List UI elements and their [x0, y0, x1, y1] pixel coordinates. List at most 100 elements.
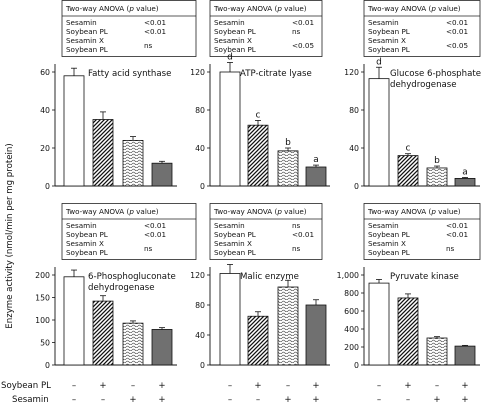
anova-row-name: Sesamin: [66, 18, 97, 27]
condition-symbol: +: [99, 381, 106, 391]
bars: d c b a: [368, 57, 476, 187]
anova-box: Two-way ANOVA (p value) Sesamin ns Soybean …: [209, 203, 323, 260]
anova-row-name: Soybean PL: [214, 248, 256, 257]
bars: [219, 264, 327, 366]
anova-header-start: Two-way ANOVA (: [213, 4, 278, 13]
significance-letter: d: [227, 53, 233, 63]
panel-title: Malic enzyme: [240, 272, 299, 282]
anova-row-value: ns: [144, 41, 153, 50]
anova-header-p: p: [430, 207, 436, 216]
anova-row-value: ns: [144, 244, 153, 253]
condition-symbol: +: [158, 395, 165, 405]
anova-row-name: Sesamin X: [368, 36, 406, 45]
condition-symbol: –: [406, 395, 410, 405]
anova-row-name: Soybean PL: [214, 230, 256, 239]
anova-row-name: Sesamin X: [368, 239, 406, 248]
anova-row-name: Sesamin: [368, 18, 399, 27]
anova-header: Two-way ANOVA (p value): [65, 207, 159, 216]
y-tick-label: 40: [349, 144, 359, 153]
panel-title: dehydrogenase: [390, 80, 457, 90]
panel-5: Two-way ANOVA (p value) Sesamin ns Soybean …: [190, 203, 330, 370]
y-tick-label: 1,000: [337, 271, 359, 280]
y-tick-label: 80: [195, 106, 205, 115]
anova-row-name: Soybean PL: [66, 27, 108, 36]
anova-row-value: <0.01: [446, 27, 468, 36]
anova-row-name: Soybean PL: [66, 45, 108, 54]
anova-row-value: <0.01: [292, 18, 314, 27]
bar: [92, 119, 114, 187]
anova-header-start: Two-way ANOVA (: [367, 207, 432, 216]
bar: [219, 273, 241, 366]
anova-row-value: <0.05: [292, 41, 314, 50]
y-tick-label: 120: [190, 271, 205, 280]
panel-title: Glucose 6-phosphate: [390, 69, 481, 79]
condition-symbol: +: [254, 381, 261, 391]
anova-header-end: value): [282, 4, 307, 13]
y-tick-label: 600: [344, 307, 359, 316]
condition-symbol: +: [312, 395, 319, 405]
anova-row-value: <0.01: [144, 27, 166, 36]
anova-header-end: value): [436, 4, 461, 13]
anova-header-p: p: [128, 207, 134, 216]
anova-row-name: Soybean PL: [368, 45, 410, 54]
bar: [277, 286, 299, 366]
condition-label: Soybean PL: [1, 381, 51, 391]
anova-header: Two-way ANOVA (p value): [367, 4, 461, 13]
y-tick-label: 200: [344, 343, 359, 352]
panel-2: Two-way ANOVA (p value) Sesamin <0.01 Soybe…: [190, 0, 330, 191]
condition-table: Soybean PL – + – + – + – + – + – + Sesamin – – + + – – + + – – +…: [1, 381, 469, 405]
condition-symbol: –: [377, 395, 381, 405]
condition-symbol: +: [158, 381, 165, 391]
y-tick-label: 0: [200, 361, 205, 370]
y-tick-label: 800: [344, 289, 359, 298]
condition-symbol: +: [312, 381, 319, 391]
panel-3: Two-way ANOVA (p value) Sesamin <0.01 Soybe…: [344, 0, 481, 191]
condition-symbol: +: [433, 395, 440, 405]
panel-title: dehydrogenase: [88, 283, 155, 293]
condition-symbol: –: [131, 381, 135, 391]
condition-symbol: –: [377, 381, 381, 391]
anova-row-name: Soybean PL: [368, 230, 410, 239]
bar: [247, 124, 269, 187]
condition-symbol: +: [404, 381, 411, 391]
condition-symbol: +: [461, 381, 468, 391]
anova-row-value: ns: [446, 244, 455, 253]
anova-header: Two-way ANOVA (p value): [213, 207, 307, 216]
significance-letter: a: [462, 167, 468, 177]
y-tick-label: 80: [349, 106, 359, 115]
anova-box: Two-way ANOVA (p value) Sesamin <0.01 Soybe…: [363, 0, 481, 57]
anova-row-value: <0.01: [144, 18, 166, 27]
condition-symbol: +: [284, 395, 291, 405]
anova-row-value: <0.01: [446, 18, 468, 27]
bar: [247, 315, 269, 366]
panel-title: 6-Phosphogluconate: [88, 272, 176, 282]
y-tick-label: 0: [354, 182, 359, 191]
bar: [397, 297, 419, 366]
condition-symbol: –: [286, 381, 290, 391]
anova-row-name: Sesamin: [66, 221, 97, 230]
bars: d c b a: [219, 53, 327, 187]
anova-row-value: ns: [292, 27, 301, 36]
anova-header: Two-way ANOVA (p value): [213, 4, 307, 13]
panel-6: Two-way ANOVA (p value) Sesamin <0.01 Soybe…: [337, 203, 481, 370]
anova-box-frame: [61, 0, 197, 57]
bar: [122, 322, 144, 366]
anova-row-name: Sesamin X: [214, 36, 252, 45]
y-tick-label: 40: [195, 144, 205, 153]
anova-header-end: value): [436, 207, 461, 216]
anova-header-end: value): [134, 4, 159, 13]
bars: [63, 269, 173, 366]
bar: [305, 166, 327, 187]
significance-letter: d: [376, 57, 382, 67]
anova-header-start: Two-way ANOVA (: [65, 4, 130, 13]
y-tick-label: 50: [40, 338, 50, 347]
y-tick-label: 0: [200, 182, 205, 191]
anova-row-name: Soybean PL: [214, 27, 256, 36]
anova-box: Two-way ANOVA (p value) Sesamin <0.01 Soybe…: [61, 203, 197, 260]
y-tick-label: 400: [344, 325, 359, 334]
anova-row-name: Sesamin X: [66, 239, 104, 248]
panels: Two-way ANOVA (p value)Sesamin <0.01Soybe…: [35, 0, 481, 370]
y-tick-label: 150: [35, 293, 50, 302]
anova-row-name: Soybean PL: [368, 248, 410, 257]
